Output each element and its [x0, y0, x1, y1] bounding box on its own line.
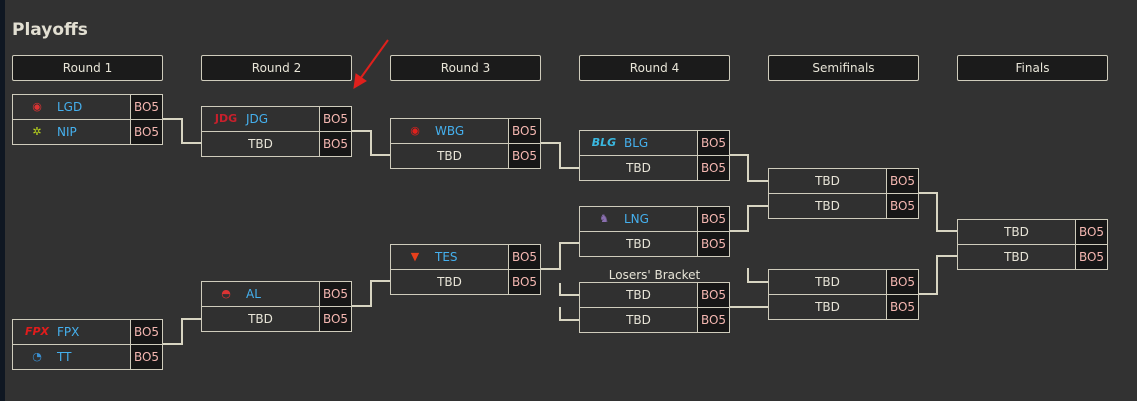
score: BO5	[1075, 245, 1107, 269]
match-r3-2[interactable]: ▼ TES BO5 TBD BO5	[390, 244, 541, 295]
score: BO5	[130, 120, 162, 144]
score: BO5	[886, 270, 918, 294]
score: BO5	[886, 169, 918, 193]
score: BO5	[130, 320, 162, 344]
match-r4-1[interactable]: BLG BLG BO5 TBD BO5	[579, 130, 730, 181]
round-header-finals: Finals	[957, 55, 1108, 81]
team-name: LGD	[57, 100, 83, 114]
round-header-4: Round 4	[579, 55, 730, 81]
team-tbd: TBD	[248, 312, 273, 326]
round-header-2: Round 2	[201, 55, 352, 81]
team-tbd: TBD	[248, 137, 273, 151]
team-tbd: TBD	[626, 313, 651, 327]
blg-logo-icon: BLG	[591, 136, 617, 149]
connector	[729, 154, 768, 182]
lgd-logo-icon: ◉	[32, 100, 42, 113]
team-tbd: TBD	[815, 300, 840, 314]
team-name: NIP	[57, 125, 77, 139]
match-r2-2[interactable]: ◓ AL BO5 TBD BO5	[201, 281, 352, 332]
round-header-1: Round 1	[12, 55, 163, 81]
team-tbd: TBD	[815, 199, 840, 213]
connector	[163, 118, 201, 144]
team-tbd: TBD	[815, 174, 840, 188]
connector	[918, 192, 957, 232]
team-name: TT	[57, 350, 72, 364]
match-r2-1[interactable]: JDG JDG BO5 TBD BO5	[201, 106, 352, 157]
team-tbd: TBD	[1004, 225, 1029, 239]
score: BO5	[319, 107, 351, 131]
match-semifinal-2[interactable]: TBD BO5 TBD BO5	[768, 269, 919, 320]
score: BO5	[697, 131, 729, 155]
score: BO5	[697, 207, 729, 231]
connector	[559, 307, 579, 321]
team-tbd: TBD	[626, 161, 651, 175]
score: BO5	[697, 156, 729, 180]
match-r3-1[interactable]: ◉ WBG BO5 TBD BO5	[390, 118, 541, 169]
match-semifinal-1[interactable]: TBD BO5 TBD BO5	[768, 168, 919, 219]
match-losers-bracket[interactable]: TBD BO5 TBD BO5	[579, 282, 730, 333]
match-r1-2[interactable]: FPX FPX BO5 ◔ TT BO5	[12, 319, 163, 370]
connector	[729, 205, 768, 232]
connector	[540, 242, 579, 270]
al-logo-icon: ◓	[221, 287, 231, 300]
score: BO5	[130, 345, 162, 369]
round-header-3: Round 3	[390, 55, 541, 81]
team-name: TES	[435, 250, 458, 264]
score: BO5	[508, 144, 540, 168]
team-tbd: TBD	[815, 275, 840, 289]
match-r1-1[interactable]: ◉ LGD BO5 ✲ NIP BO5	[12, 94, 163, 145]
score: BO5	[508, 245, 540, 269]
score: BO5	[130, 95, 162, 119]
team-name: JDG	[246, 112, 269, 126]
fpx-logo-icon: FPX	[24, 325, 50, 338]
score: BO5	[886, 194, 918, 218]
team-tbd: TBD	[626, 237, 651, 251]
wbg-logo-icon: ◉	[410, 124, 420, 137]
connector	[163, 318, 201, 345]
round-header-semifinals: Semifinals	[768, 55, 919, 81]
score: BO5	[697, 232, 729, 256]
team-name: AL	[246, 287, 261, 301]
jdg-logo-icon: JDG	[214, 112, 238, 125]
match-finals[interactable]: TBD BO5 TBD BO5	[957, 219, 1108, 270]
left-edge	[0, 0, 5, 401]
connector	[918, 255, 957, 295]
connector	[351, 130, 390, 156]
team-name: FPX	[57, 325, 80, 339]
connector	[540, 142, 579, 169]
score: BO5	[508, 119, 540, 143]
connector	[559, 283, 579, 296]
connector	[747, 268, 768, 283]
match-r4-2[interactable]: ♞ LNG BO5 TBD BO5	[579, 206, 730, 257]
team-tbd: TBD	[437, 275, 462, 289]
red-arrow	[353, 39, 389, 89]
tt-logo-icon: ◔	[32, 350, 42, 363]
connector	[351, 280, 390, 307]
score: BO5	[319, 282, 351, 306]
score: BO5	[319, 307, 351, 331]
nip-logo-icon: ✲	[32, 125, 42, 138]
tes-logo-icon: ▼	[410, 250, 420, 263]
score: BO5	[319, 132, 351, 156]
score: BO5	[697, 308, 729, 332]
team-tbd: TBD	[437, 149, 462, 163]
score: BO5	[508, 270, 540, 294]
team-name: LNG	[624, 212, 649, 226]
lng-logo-icon: ♞	[599, 212, 609, 225]
page-title: Playoffs	[12, 20, 88, 40]
score: BO5	[697, 283, 729, 307]
losers-bracket-label: Losers' Bracket	[608, 268, 701, 282]
team-name: WBG	[435, 124, 465, 138]
team-name: BLG	[624, 136, 649, 150]
score: BO5	[886, 295, 918, 319]
score: BO5	[1075, 220, 1107, 244]
team-tbd: TBD	[626, 288, 651, 302]
team-tbd: TBD	[1004, 250, 1029, 264]
